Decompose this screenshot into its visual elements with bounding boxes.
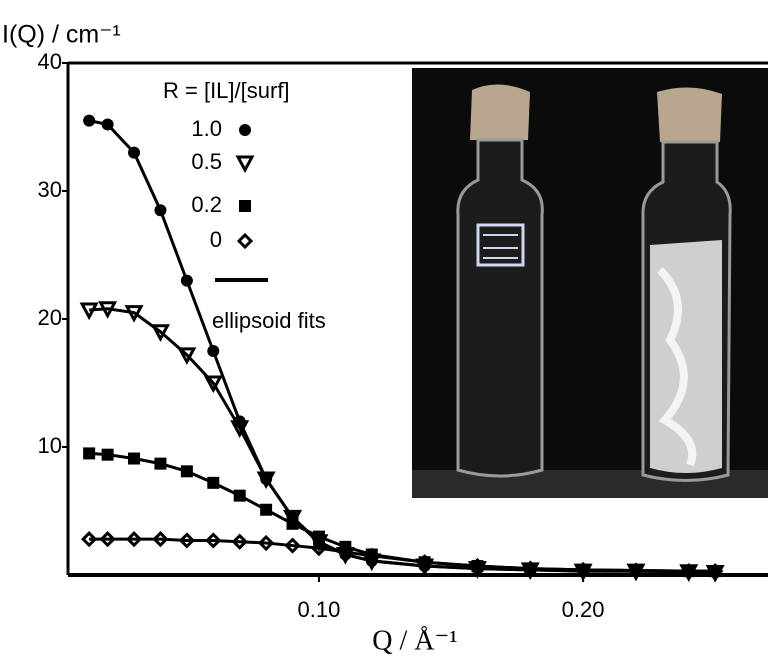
y-tick-label: 10: [38, 433, 62, 458]
marker: [205, 532, 222, 549]
marker: [416, 554, 433, 571]
marker: [230, 420, 250, 438]
marker: [128, 452, 141, 465]
x-axis-label: Q / Å⁻¹: [372, 625, 457, 656]
legend-fit-label: ellipsoid fits: [212, 308, 326, 333]
marker: [257, 534, 275, 552]
marker: [233, 489, 246, 502]
legend-marker: [239, 124, 251, 136]
marker: [231, 533, 248, 550]
marker: [178, 532, 195, 549]
y-tick-label: 20: [38, 305, 62, 330]
marker: [310, 539, 328, 557]
marker: [101, 448, 114, 461]
marker: [154, 457, 167, 470]
marker: [284, 537, 301, 554]
marker: [363, 547, 380, 564]
legend-label: 0.2: [191, 192, 222, 217]
marker: [150, 324, 170, 342]
marker: [83, 114, 96, 127]
photo-inset: [412, 68, 768, 498]
marker: [81, 531, 98, 548]
marker: [707, 563, 724, 580]
marker: [627, 562, 645, 579]
legend-marker: [236, 232, 254, 250]
marker: [286, 517, 299, 530]
marker: [99, 531, 116, 548]
marker: [152, 531, 169, 548]
marker: [177, 347, 197, 366]
marker: [83, 447, 96, 460]
marker: [522, 560, 539, 577]
marker: [98, 301, 118, 319]
y-axis-label: I(Q) / cm⁻¹: [2, 21, 121, 49]
y-tick-label: 30: [38, 177, 62, 202]
marker: [101, 118, 114, 131]
marker: [312, 530, 325, 543]
fit-line: [89, 537, 716, 573]
marker: [260, 503, 273, 516]
marker: [256, 471, 276, 490]
marker: [154, 204, 167, 217]
marker: [469, 557, 486, 575]
legend-marker: [239, 200, 251, 212]
marker: [124, 305, 144, 323]
marker: [574, 561, 592, 579]
x-tick-label: 0.20: [562, 597, 605, 622]
legend-label: 0.5: [191, 149, 222, 174]
marker: [125, 531, 143, 548]
marker: [207, 476, 220, 489]
x-tick-label: 0.10: [298, 597, 341, 622]
marker: [180, 274, 193, 287]
marker: [337, 543, 354, 561]
marker: [203, 375, 223, 394]
legend-label: 0: [210, 227, 222, 252]
marker: [128, 146, 141, 159]
marker: [680, 563, 697, 580]
legend-label: 1.0: [191, 116, 222, 141]
legend-marker: [235, 155, 255, 174]
marker: [207, 345, 220, 357]
marker: [79, 302, 99, 321]
legend-title: R = [IL]/[surf]: [163, 78, 290, 103]
y-tick-label: 40: [38, 49, 62, 74]
marker: [180, 465, 193, 478]
